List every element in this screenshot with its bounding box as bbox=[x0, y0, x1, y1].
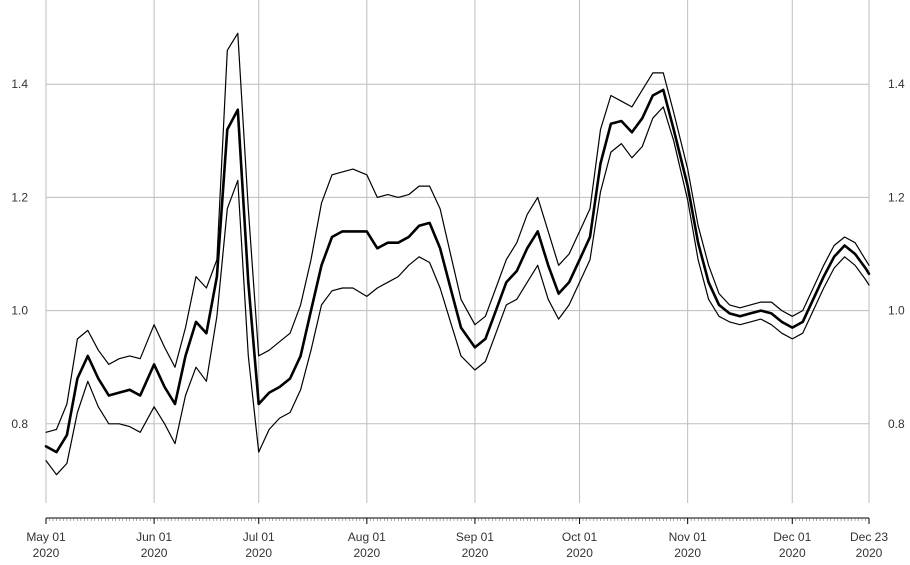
x-tick-year: 2020 bbox=[856, 546, 883, 560]
y-tick-label-left: 1.0 bbox=[11, 304, 28, 318]
series-line-upper bbox=[45, 32, 870, 433]
x-tick-label: May 01 bbox=[26, 530, 66, 544]
y-axis-right: 0.8 1.0 1.2 1.4 bbox=[888, 77, 905, 431]
y-tick-label-left: 1.2 bbox=[11, 190, 28, 204]
y-tick-label-right: 1.2 bbox=[888, 190, 905, 204]
series-line-lower bbox=[45, 106, 870, 476]
x-axis bbox=[45, 517, 870, 524]
y-tick-label-right: 1.0 bbox=[888, 304, 905, 318]
x-tick-label: Jun 01 bbox=[136, 530, 172, 544]
y-tick-label-right: 0.8 bbox=[888, 417, 905, 431]
x-tick-label: Nov 01 bbox=[669, 530, 707, 544]
x-tick-label: Dec 23 bbox=[850, 530, 888, 544]
y-tick-label-left: 1.4 bbox=[11, 77, 28, 91]
x-tick-label: Aug 01 bbox=[348, 530, 386, 544]
x-tick-label: Oct 01 bbox=[562, 530, 598, 544]
x-tick-year: 2020 bbox=[141, 546, 168, 560]
x-tick-year: 2020 bbox=[462, 546, 489, 560]
x-tick-year: 2020 bbox=[779, 546, 806, 560]
series-line-central bbox=[44, 88, 871, 454]
x-axis-labels: May 01 2020 Jun 01 2020 Jul 01 2020 Aug 01 2020… bbox=[26, 530, 888, 560]
x-tick-label: Jul 01 bbox=[243, 530, 275, 544]
series-lines bbox=[44, 32, 871, 476]
y-axis-left: 0.8 1.0 1.2 1.4 bbox=[11, 77, 28, 431]
x-tick-label: Dec 01 bbox=[773, 530, 811, 544]
x-tick-year: 2020 bbox=[674, 546, 701, 560]
x-tick-year: 2020 bbox=[353, 546, 380, 560]
x-tick-year: 2020 bbox=[33, 546, 60, 560]
y-tick-label-left: 0.8 bbox=[11, 417, 28, 431]
y-tick-label-right: 1.4 bbox=[888, 77, 905, 91]
x-tick-year: 2020 bbox=[566, 546, 593, 560]
x-tick-label: Sep 01 bbox=[456, 530, 494, 544]
grid bbox=[45, 0, 870, 503]
x-tick-year: 2020 bbox=[245, 546, 272, 560]
